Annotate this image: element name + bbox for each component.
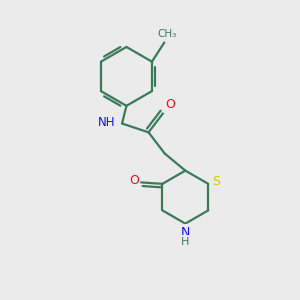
Text: N: N [181,226,190,239]
Text: NH: NH [98,116,116,128]
Text: H: H [181,237,190,247]
Text: S: S [212,175,220,188]
Text: CH₃: CH₃ [157,29,176,39]
Text: O: O [165,98,175,111]
Text: O: O [129,174,139,188]
